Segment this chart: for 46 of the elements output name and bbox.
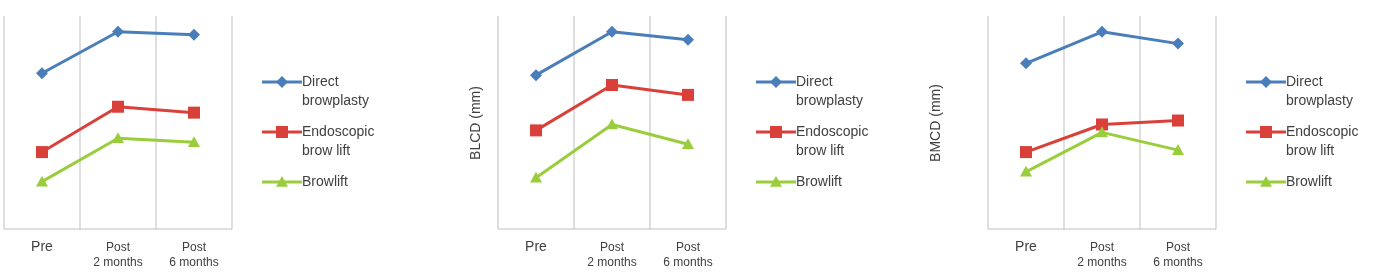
legend-label: Direct browplasty [796, 72, 863, 110]
point [1096, 126, 1108, 138]
point [1172, 37, 1184, 50]
x-tick-label: Pre [525, 238, 548, 254]
point [682, 33, 694, 46]
point [1172, 114, 1184, 127]
point [1096, 118, 1108, 131]
point [606, 118, 618, 130]
x-tick-label: Post 6 months [1153, 240, 1203, 269]
y-axis-title: BLCD (mm) [467, 85, 484, 160]
point [1020, 57, 1032, 70]
point [1096, 25, 1108, 38]
point [188, 106, 200, 119]
legend-label: Browlift [1286, 172, 1332, 191]
point [188, 136, 200, 148]
legend-label: Direct browplasty [1286, 72, 1353, 110]
x-tick-label: Pre [31, 238, 54, 254]
point [682, 88, 694, 101]
point [112, 25, 124, 38]
legend-label: Browlift [302, 172, 348, 191]
x-tick-label: Post 6 months [663, 240, 713, 269]
x-tick-label: Post 2 months [1077, 240, 1127, 269]
point [530, 171, 542, 183]
point [530, 124, 542, 137]
point [606, 25, 618, 38]
x-tick-label: Post 2 months [93, 240, 143, 269]
legend-label: Endoscopic brow lift [302, 122, 375, 160]
point [1020, 146, 1032, 159]
point [1020, 165, 1032, 177]
legend-label: Browlift [796, 172, 842, 191]
x-tick-label: Post 2 months [587, 240, 637, 269]
point [530, 69, 542, 82]
point [682, 138, 694, 149]
point [606, 79, 618, 92]
point [36, 146, 48, 159]
legend-label: Endoscopic brow lift [796, 122, 869, 160]
point [112, 100, 124, 113]
legend-label: Direct browplasty [302, 72, 369, 110]
x-tick-label: Pre [1015, 238, 1038, 254]
legend-label: Endoscopic brow lift [1286, 122, 1359, 160]
point [112, 132, 124, 144]
x-tick-label: Post 6 months [169, 240, 219, 269]
point [188, 28, 200, 41]
point [1172, 144, 1184, 155]
point [36, 67, 48, 80]
y-axis-title: BMCD (mm) [927, 83, 944, 162]
